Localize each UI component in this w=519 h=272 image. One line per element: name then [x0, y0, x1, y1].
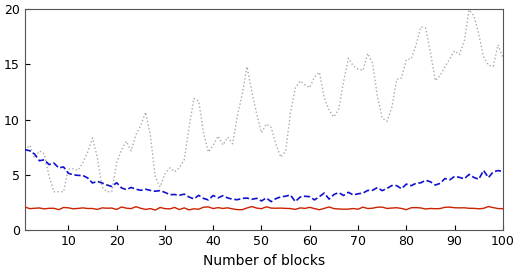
- X-axis label: Number of blocks: Number of blocks: [203, 254, 325, 268]
